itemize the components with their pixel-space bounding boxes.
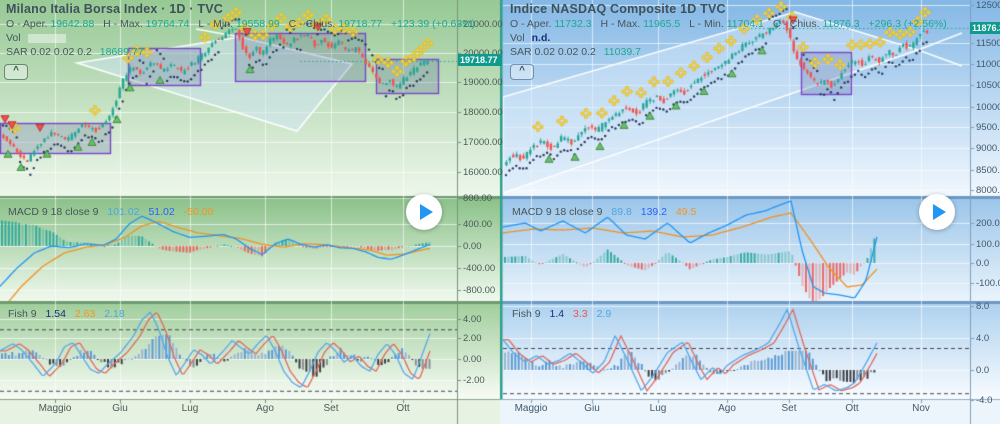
- play-button[interactable]: [919, 194, 955, 230]
- macd-signal-value: -50.00: [183, 206, 214, 218]
- fish-value-1: 1.4: [549, 308, 565, 320]
- macd-line-value: 139.2: [640, 206, 668, 218]
- play-icon: [932, 204, 946, 220]
- last-price-text: 11876.3: [972, 23, 1000, 33]
- fish-label: Fish 9: [512, 308, 541, 320]
- fish-label: Fish 9: [8, 308, 37, 320]
- last-price-badge: 11876.3: [970, 22, 1000, 34]
- macd-hist-value: 89.8: [611, 206, 632, 218]
- fish-legend[interactable]: Fish 9 1.4 3.3 2.9: [512, 308, 611, 320]
- last-price-text: 19718.77: [460, 55, 498, 65]
- macd-line-value: 51.02: [148, 206, 175, 218]
- macd-signal-value: 49.5: [675, 206, 697, 218]
- macd-legend[interactable]: MACD 9 18 close 9 101.02 51.02 -50.00: [8, 206, 213, 218]
- fish-value-2: 3.3: [573, 308, 588, 320]
- collapse-indicator-button[interactable]: ^: [4, 64, 28, 80]
- play-icon: [419, 204, 433, 220]
- fish-value-3: 2.9: [596, 308, 612, 320]
- macd-label: MACD 9 18 close 9: [8, 206, 99, 218]
- play-button[interactable]: [406, 194, 442, 230]
- last-price-badge: 19718.77: [458, 54, 502, 66]
- fish-value-3: 2.18: [104, 308, 125, 320]
- collapse-indicator-button[interactable]: ^: [510, 64, 534, 80]
- fish-legend[interactable]: Fish 9 1.54 2.63 2.18: [8, 308, 125, 320]
- fish-value-1: 1.54: [45, 308, 66, 320]
- macd-label: MACD 9 18 close 9: [512, 206, 603, 218]
- macd-legend[interactable]: MACD 9 18 close 9 89.8 139.2 49.5: [512, 206, 696, 218]
- fish-value-2: 2.63: [74, 308, 96, 320]
- macd-hist-value: 101.02: [107, 206, 140, 218]
